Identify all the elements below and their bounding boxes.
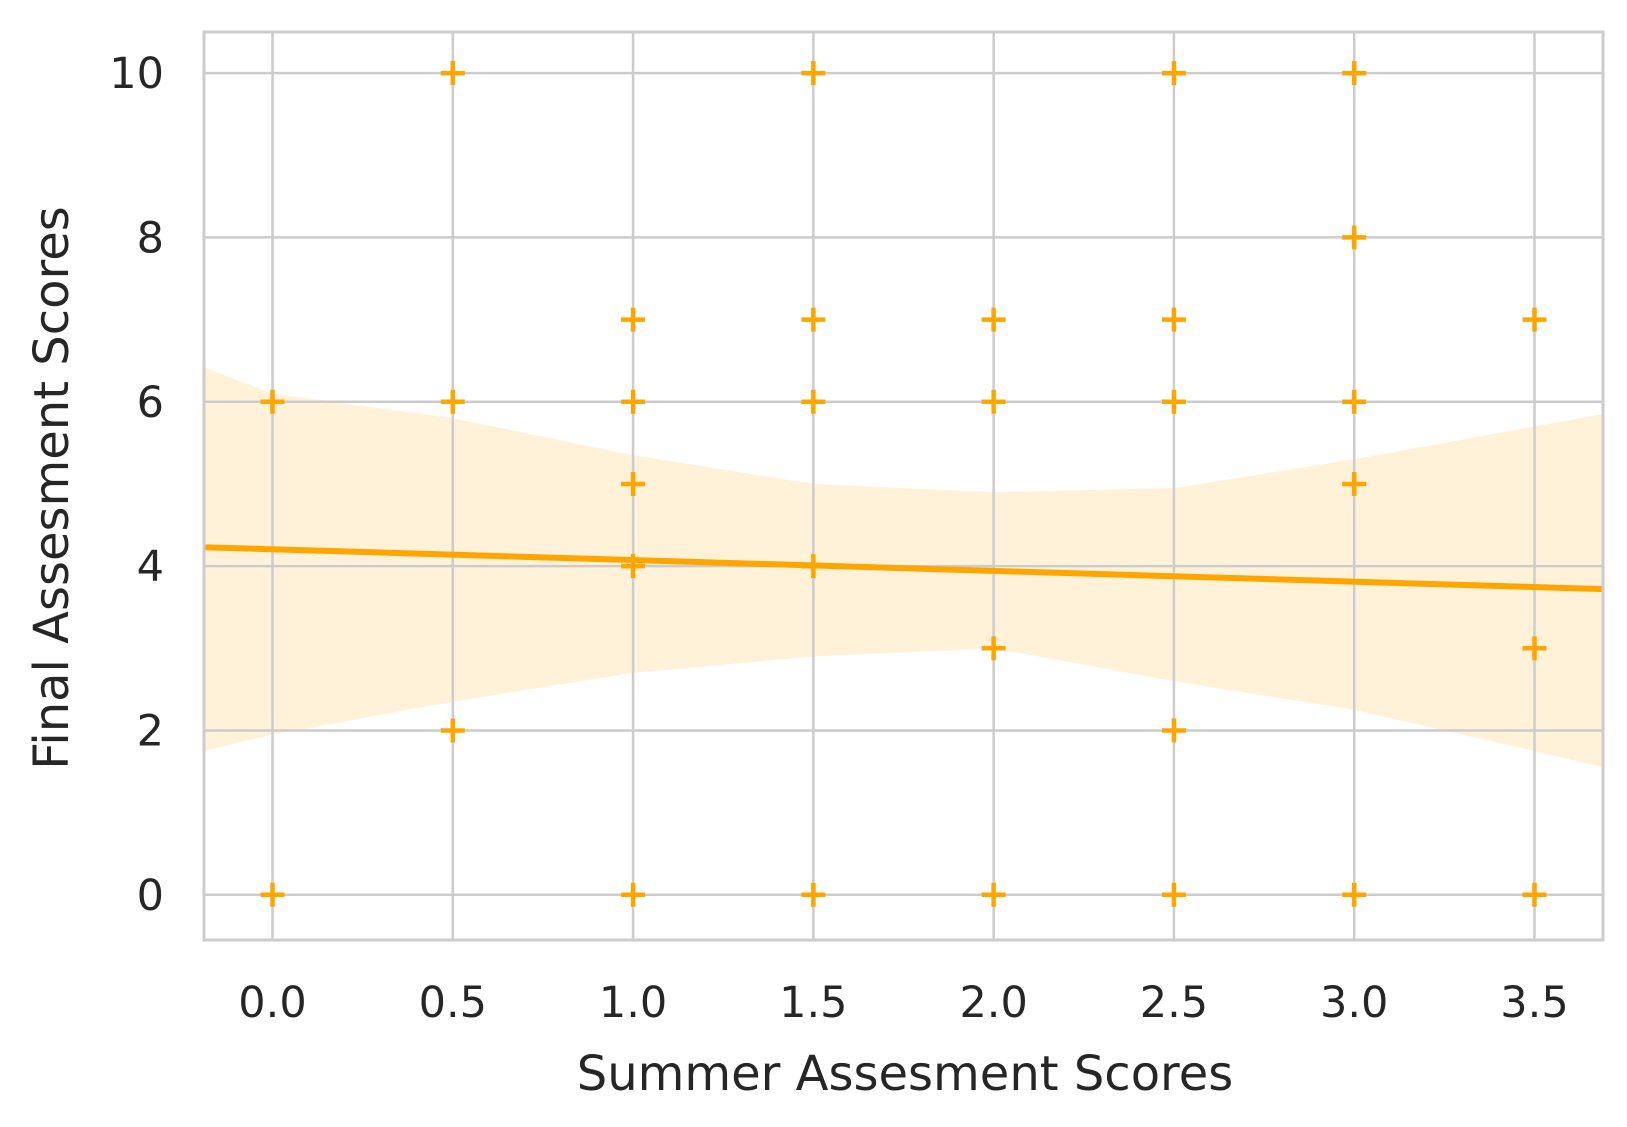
data-point xyxy=(1161,61,1186,86)
grid-layer xyxy=(204,32,1603,940)
regression-line xyxy=(204,544,1603,593)
data-point xyxy=(440,61,465,86)
data-point xyxy=(1161,389,1186,414)
y-tick-label: 4 xyxy=(137,542,164,592)
data-point xyxy=(1342,389,1367,414)
x-tick-label: 3.5 xyxy=(1500,978,1568,1028)
data-point xyxy=(1342,61,1367,86)
data-point xyxy=(981,307,1006,332)
y-tick-label: 10 xyxy=(109,49,164,99)
data-point xyxy=(1342,471,1367,496)
y-axis-label: Final Assesment Scores xyxy=(24,206,80,770)
data-point xyxy=(1342,882,1367,907)
data-point xyxy=(1342,225,1367,250)
data-point xyxy=(440,718,465,743)
data-point xyxy=(440,389,465,414)
data-point xyxy=(621,882,646,907)
data-point xyxy=(1522,307,1547,332)
data-point xyxy=(1522,636,1547,661)
regression-line-layer xyxy=(204,544,1603,593)
data-point xyxy=(801,307,826,332)
x-tick-label: 0.0 xyxy=(238,978,306,1028)
x-tick-label: 1.0 xyxy=(599,978,667,1028)
data-point xyxy=(981,882,1006,907)
y-tick-label: 2 xyxy=(137,706,164,756)
x-tick-label: 2.0 xyxy=(959,978,1027,1028)
data-point xyxy=(260,882,285,907)
x-tick-label: 1.5 xyxy=(779,978,847,1028)
data-point xyxy=(621,471,646,496)
data-point xyxy=(801,61,826,86)
data-point xyxy=(801,554,826,579)
data-point xyxy=(621,554,646,579)
x-tick-label: 3.0 xyxy=(1320,978,1388,1028)
data-point xyxy=(1522,882,1547,907)
y-tick-label: 0 xyxy=(137,871,164,921)
y-tick-label: 8 xyxy=(137,213,164,263)
frame-layer xyxy=(202,30,1605,942)
data-point xyxy=(621,307,646,332)
y-tick-label: 6 xyxy=(137,378,164,428)
data-point xyxy=(801,389,826,414)
points-layer xyxy=(260,61,1547,907)
data-point xyxy=(1161,307,1186,332)
data-point xyxy=(260,389,285,414)
data-point xyxy=(981,389,1006,414)
y-tick-labels: 0 2 4 6 8 10 xyxy=(109,49,164,921)
x-tick-label: 0.5 xyxy=(419,978,487,1028)
data-point xyxy=(1161,882,1186,907)
data-point xyxy=(981,636,1006,661)
data-point xyxy=(1161,718,1186,743)
x-tick-label: 2.5 xyxy=(1140,978,1208,1028)
plot-frame xyxy=(202,30,1605,942)
x-tick-labels: 0.0 0.5 1.0 1.5 2.0 2.5 3.0 3.5 xyxy=(238,978,1568,1028)
data-point xyxy=(801,882,826,907)
data-point xyxy=(621,389,646,414)
x-axis-label: Summer Assesment Scores xyxy=(577,1046,1234,1102)
